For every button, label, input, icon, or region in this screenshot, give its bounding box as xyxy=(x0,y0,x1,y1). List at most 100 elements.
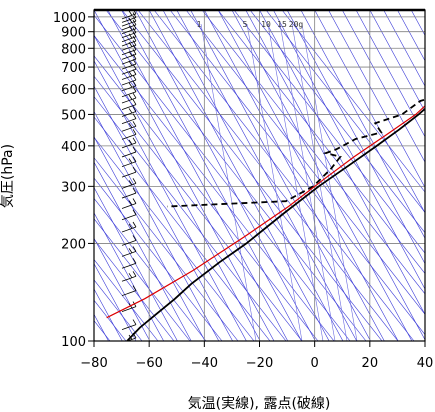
wind-barb-staff xyxy=(121,275,137,282)
wind-barb-staff xyxy=(121,74,137,80)
dry-adiabat-line xyxy=(94,136,255,341)
wind-barb-flag xyxy=(132,258,137,264)
wind-barb-staff xyxy=(121,13,137,20)
wind-barb xyxy=(121,15,137,27)
x-axis-ticks: −80 −60 −40 −20 0 20 40 xyxy=(80,341,433,371)
isotherm-line xyxy=(231,10,413,341)
isotherm-line xyxy=(94,161,192,341)
wind-barb-flag xyxy=(132,198,137,204)
dry-adiabat-line xyxy=(94,96,287,341)
y-tick-label: 800 xyxy=(61,42,86,57)
mixing-ratio-line xyxy=(267,23,324,341)
wind-barb xyxy=(121,221,137,233)
wind-barb-staff xyxy=(121,203,137,209)
wind-barb-flag xyxy=(132,35,137,42)
dry-adiabat-line xyxy=(94,75,303,341)
wind-barb xyxy=(121,121,137,132)
y-tick-label: 900 xyxy=(61,26,86,41)
dry-adiabat-line xyxy=(94,259,159,341)
wind-barb-flag xyxy=(132,246,137,252)
y-tick-label: 300 xyxy=(61,180,86,195)
wind-barb-flag xyxy=(132,121,137,127)
dry-adiabat-line xyxy=(201,10,425,295)
isotherm-line xyxy=(300,10,425,239)
wind-barb-flag xyxy=(132,92,137,99)
wind-barb-flag xyxy=(128,200,133,206)
wind-barb-flag xyxy=(132,31,137,37)
dry-adiabat-line xyxy=(185,10,425,315)
isotherm-line xyxy=(94,34,261,341)
mixing-ratio-line xyxy=(301,23,358,341)
wind-barb-staff xyxy=(121,79,137,86)
mixing-ratio-label: 5 xyxy=(243,20,248,29)
mixing-ratio-label: 20g xyxy=(289,20,304,29)
wind-barb-flag xyxy=(132,106,137,112)
wind-barb-flag xyxy=(128,139,133,145)
isotherm-line xyxy=(328,10,425,189)
wind-barb-staff xyxy=(121,20,137,27)
x-tick-label: 40 xyxy=(417,356,434,371)
dry-adiabat-line xyxy=(217,10,425,275)
wind-barb-flag xyxy=(132,86,137,92)
dry-adiabat-line xyxy=(94,197,207,341)
isotherm-line xyxy=(314,10,425,214)
wind-barb-flag xyxy=(132,69,137,75)
wind-barb-flag xyxy=(128,223,133,229)
isotherm-line xyxy=(94,212,164,341)
isotherm-line xyxy=(341,10,425,163)
x-tick-label: −40 xyxy=(191,356,218,371)
wind-barb-flag xyxy=(132,129,137,135)
mixing-ratio-label: 15 xyxy=(277,20,287,29)
mixing-ratio-line xyxy=(200,23,257,341)
wind-barb-staff xyxy=(121,111,137,117)
y-tick-label: 200 xyxy=(61,237,86,252)
wind-barb-staff xyxy=(121,324,137,330)
dry-adiabat-line xyxy=(121,10,383,341)
wind-barb xyxy=(121,86,137,98)
y-tick-label: 400 xyxy=(61,140,86,155)
wind-barb-flag xyxy=(132,40,137,46)
y-tick-label: 100 xyxy=(61,335,86,350)
wind-barb-flag xyxy=(128,60,133,66)
wind-barb-staff xyxy=(121,171,137,178)
wind-barb-staff xyxy=(121,142,137,149)
wind-barb xyxy=(121,285,137,297)
wind-barb xyxy=(121,69,137,80)
wind-barb-flag xyxy=(132,146,137,153)
isotherm-line xyxy=(94,262,137,341)
wind-barb-flag xyxy=(132,63,137,70)
wind-barb-flag xyxy=(132,285,137,291)
wind-barb-flag xyxy=(132,23,137,29)
wind-barb xyxy=(121,187,137,199)
wind-barb-staff xyxy=(121,91,137,98)
profiles xyxy=(106,98,425,341)
wind-barb xyxy=(121,10,137,20)
wind-barb xyxy=(121,106,137,117)
wind-barb-flag xyxy=(133,10,137,15)
wind-barb-flag xyxy=(128,248,133,254)
wind-barb-staff xyxy=(121,290,137,297)
mixing-ratio-labels: 1 5 10 15 20g xyxy=(197,20,304,29)
wind-barb xyxy=(121,209,137,221)
wind-barb-staff xyxy=(121,17,137,23)
isotherm-line xyxy=(217,10,399,341)
dry-adiabat-line xyxy=(233,10,425,254)
wind-barb-flag xyxy=(132,235,137,241)
mixing-ratio-line xyxy=(279,23,336,341)
wind-barb-flag xyxy=(132,187,137,194)
dry-adiabat-line xyxy=(94,116,271,341)
dry-adiabat-line xyxy=(94,218,191,341)
isotherm-line xyxy=(259,10,425,315)
isotherm-line xyxy=(94,237,151,341)
wind-barb-flag xyxy=(128,17,133,23)
wind-barb xyxy=(121,198,137,209)
wind-barb-staff xyxy=(121,226,137,233)
x-tick-label: −80 xyxy=(80,356,107,371)
dry-adiabat-line xyxy=(94,279,143,341)
wind-barb-staff xyxy=(121,85,137,92)
wind-barb-flag xyxy=(132,53,137,60)
wind-barb-flag xyxy=(132,271,137,277)
wind-barb-flag xyxy=(128,158,133,164)
wind-barb-staff xyxy=(121,240,137,246)
